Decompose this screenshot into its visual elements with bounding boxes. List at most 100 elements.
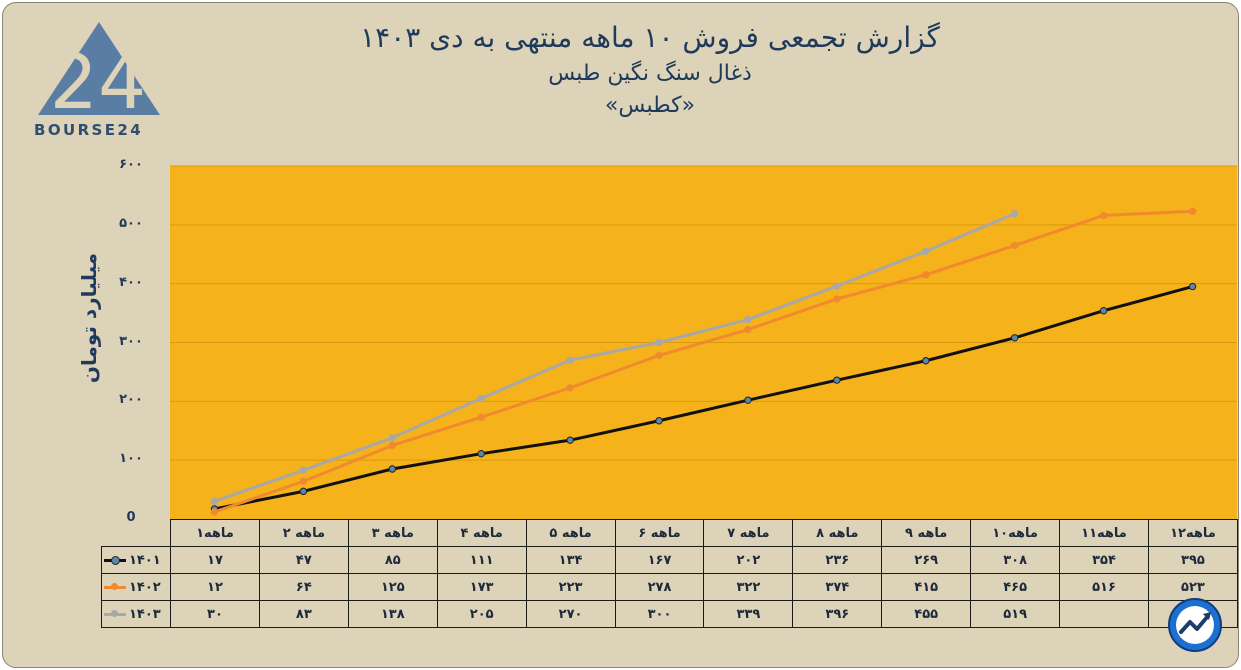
- data-point: [299, 477, 308, 486]
- logo-text: BOURSE24: [34, 121, 144, 139]
- data-point: [566, 384, 574, 392]
- legend-swatch: [104, 609, 126, 617]
- ticker-symbol: «کطبس»: [604, 93, 696, 118]
- trend-badge: [1168, 598, 1222, 652]
- table-cell: ۳۹۶: [792, 600, 883, 628]
- table-cell: ۴۵۵: [881, 600, 972, 628]
- data-point: [1099, 307, 1108, 315]
- data-point: [655, 417, 663, 425]
- y-tick-label: ۳۰۰: [119, 333, 143, 349]
- table-row: ۱۴۰۲ ۱۲ ۶۴ ۱۲۵ ۱۷۳ ۲۲۳ ۲۷۸ ۳۲۲ ۳۷۴ ۴۱۵ ۴۶۵ ۵۱۶ ۵۲۳: [101, 573, 1238, 601]
- category-label: ۵ ماهه: [525, 519, 616, 547]
- data-point: [1011, 241, 1019, 250]
- category-label: ۱ماهه: [170, 519, 260, 547]
- bourse24-logo: 24: [34, 22, 164, 140]
- legend-name: ۱۴۰۳: [129, 606, 161, 622]
- table-cell: ۱۷: [170, 546, 260, 574]
- table-cell: ۴۷: [258, 546, 349, 574]
- data-point: [655, 338, 663, 347]
- trend-up-icon: [1176, 606, 1214, 644]
- legend-entry: ۱۴۰۳: [101, 600, 171, 628]
- table-cell: ۳۲۲: [703, 573, 794, 601]
- data-point: [477, 449, 485, 458]
- y-tick-label: ۵۰۰: [119, 215, 143, 231]
- data-point: [566, 436, 574, 444]
- table-row: ۱۴۰۱ ۱۷ ۴۷ ۸۵ ۱۱۱ ۱۳۴ ۱۶۷ ۲۰۲ ۲۳۶ ۲۶۹ ۳۰۸ ۳۵۴ ۳۹۵: [101, 546, 1238, 574]
- data-point: [922, 247, 930, 256]
- table-row: ۱۴۰۳ ۳۰ ۸۳ ۱۳۸ ۲۰۵ ۲۷۰ ۳۰۰ ۳۳۹ ۳۹۶ ۴۵۵ ۵۱۹: [101, 600, 1238, 628]
- table-corner: [101, 519, 171, 547]
- chart-title: گزارش تجمعی فروش ۱۰ ماهه منتهی به دی ۱۴۰…: [360, 21, 940, 54]
- data-point: [744, 315, 752, 324]
- data-point: [833, 282, 841, 290]
- data-point: [1011, 334, 1019, 342]
- data-point: [388, 465, 396, 473]
- table-header-row: ۱ماهه ۲ ماهه ۳ ماهه ۴ ماهه ۵ ماهه ۶ ماهه ۷ ماه…: [101, 519, 1238, 547]
- data-point: [922, 271, 930, 279]
- data-point: [566, 356, 574, 364]
- series-line-2: [213, 209, 1193, 514]
- data-point: [744, 325, 752, 334]
- table-cell: ۱۳۴: [525, 546, 616, 574]
- table-cell: ۳۹۵: [1147, 546, 1238, 574]
- table-cell: ۲۶۹: [881, 546, 972, 574]
- category-label: ۶ ماهه: [614, 519, 705, 547]
- y-tick-label: ۲۰۰: [119, 392, 143, 408]
- data-point: [210, 497, 219, 506]
- data-point: [388, 441, 396, 450]
- data-point: [833, 295, 841, 303]
- table-cell: ۱۶۷: [614, 546, 705, 574]
- legend-name: ۱۴۰۱: [129, 552, 161, 568]
- y-tick-label: 0: [126, 510, 136, 525]
- legend-entry: ۱۴۰۲: [101, 573, 171, 601]
- table-cell: ۵۱۹: [970, 600, 1061, 628]
- table-cell: ۲۷۸: [614, 573, 705, 601]
- y-tick-label: ۶۰۰: [119, 157, 143, 172]
- table-cell: ۱۷۳: [436, 573, 527, 601]
- table-cell: ۴۱۵: [881, 573, 972, 601]
- category-label: ۴ ماهه: [436, 519, 527, 547]
- data-table: ۱ماهه ۲ ماهه ۳ ماهه ۴ ماهه ۵ ماهه ۶ ماهه ۷ ماه…: [101, 519, 1238, 628]
- y-tick-label: ۴۰۰: [119, 274, 143, 290]
- table-cell: ۱۱۱: [436, 546, 527, 574]
- table-cell: ۶۴: [258, 573, 349, 601]
- data-point: [388, 434, 396, 442]
- table-cell: ۲۷۰: [525, 600, 616, 628]
- series-line-3: [213, 212, 1016, 503]
- table-cell: ۵۲۳: [1147, 573, 1238, 601]
- data-point: [477, 413, 485, 421]
- logo-mark: 24: [50, 37, 147, 126]
- table-cell: ۲۰۲: [703, 546, 794, 574]
- category-label: ۲ ماهه: [258, 519, 349, 547]
- table-cell: ۳۷۴: [792, 573, 883, 601]
- legend-entry: ۱۴۰۱: [101, 546, 171, 574]
- data-point: [1099, 211, 1108, 220]
- table-cell: ۲۳۶: [792, 546, 883, 574]
- data-point: [922, 357, 930, 365]
- category-label: ۷ ماهه: [703, 519, 794, 547]
- data-point: [833, 376, 841, 384]
- table-cell: [1059, 600, 1149, 628]
- category-label: ۸ ماهه: [792, 519, 883, 547]
- data-point: [299, 466, 308, 474]
- table-cell: ۲۲۳: [525, 573, 616, 601]
- data-point: [1011, 209, 1019, 218]
- table-cell: ۳۵۴: [1059, 546, 1149, 574]
- data-point: [299, 487, 308, 496]
- table-cell: ۳۰۸: [970, 546, 1061, 574]
- table-cell: ۳۳۹: [703, 600, 794, 628]
- table-cell: ۳۰۰: [614, 600, 705, 628]
- y-tick-label: ۱۰۰: [119, 451, 143, 467]
- data-point: [210, 508, 219, 516]
- table-cell: ۱۲۵: [347, 573, 438, 601]
- data-point: [744, 396, 752, 404]
- category-label: ۱۰ماهه: [970, 519, 1061, 547]
- table-cell: ۸۳: [258, 600, 349, 628]
- company-name: ذغال سنگ نگین طبس: [548, 61, 752, 86]
- data-point: [655, 351, 663, 360]
- category-label: ۹ ماهه: [881, 519, 972, 547]
- data-point: [477, 394, 485, 403]
- table-cell: ۱۲: [170, 573, 260, 601]
- data-point: [1188, 207, 1197, 216]
